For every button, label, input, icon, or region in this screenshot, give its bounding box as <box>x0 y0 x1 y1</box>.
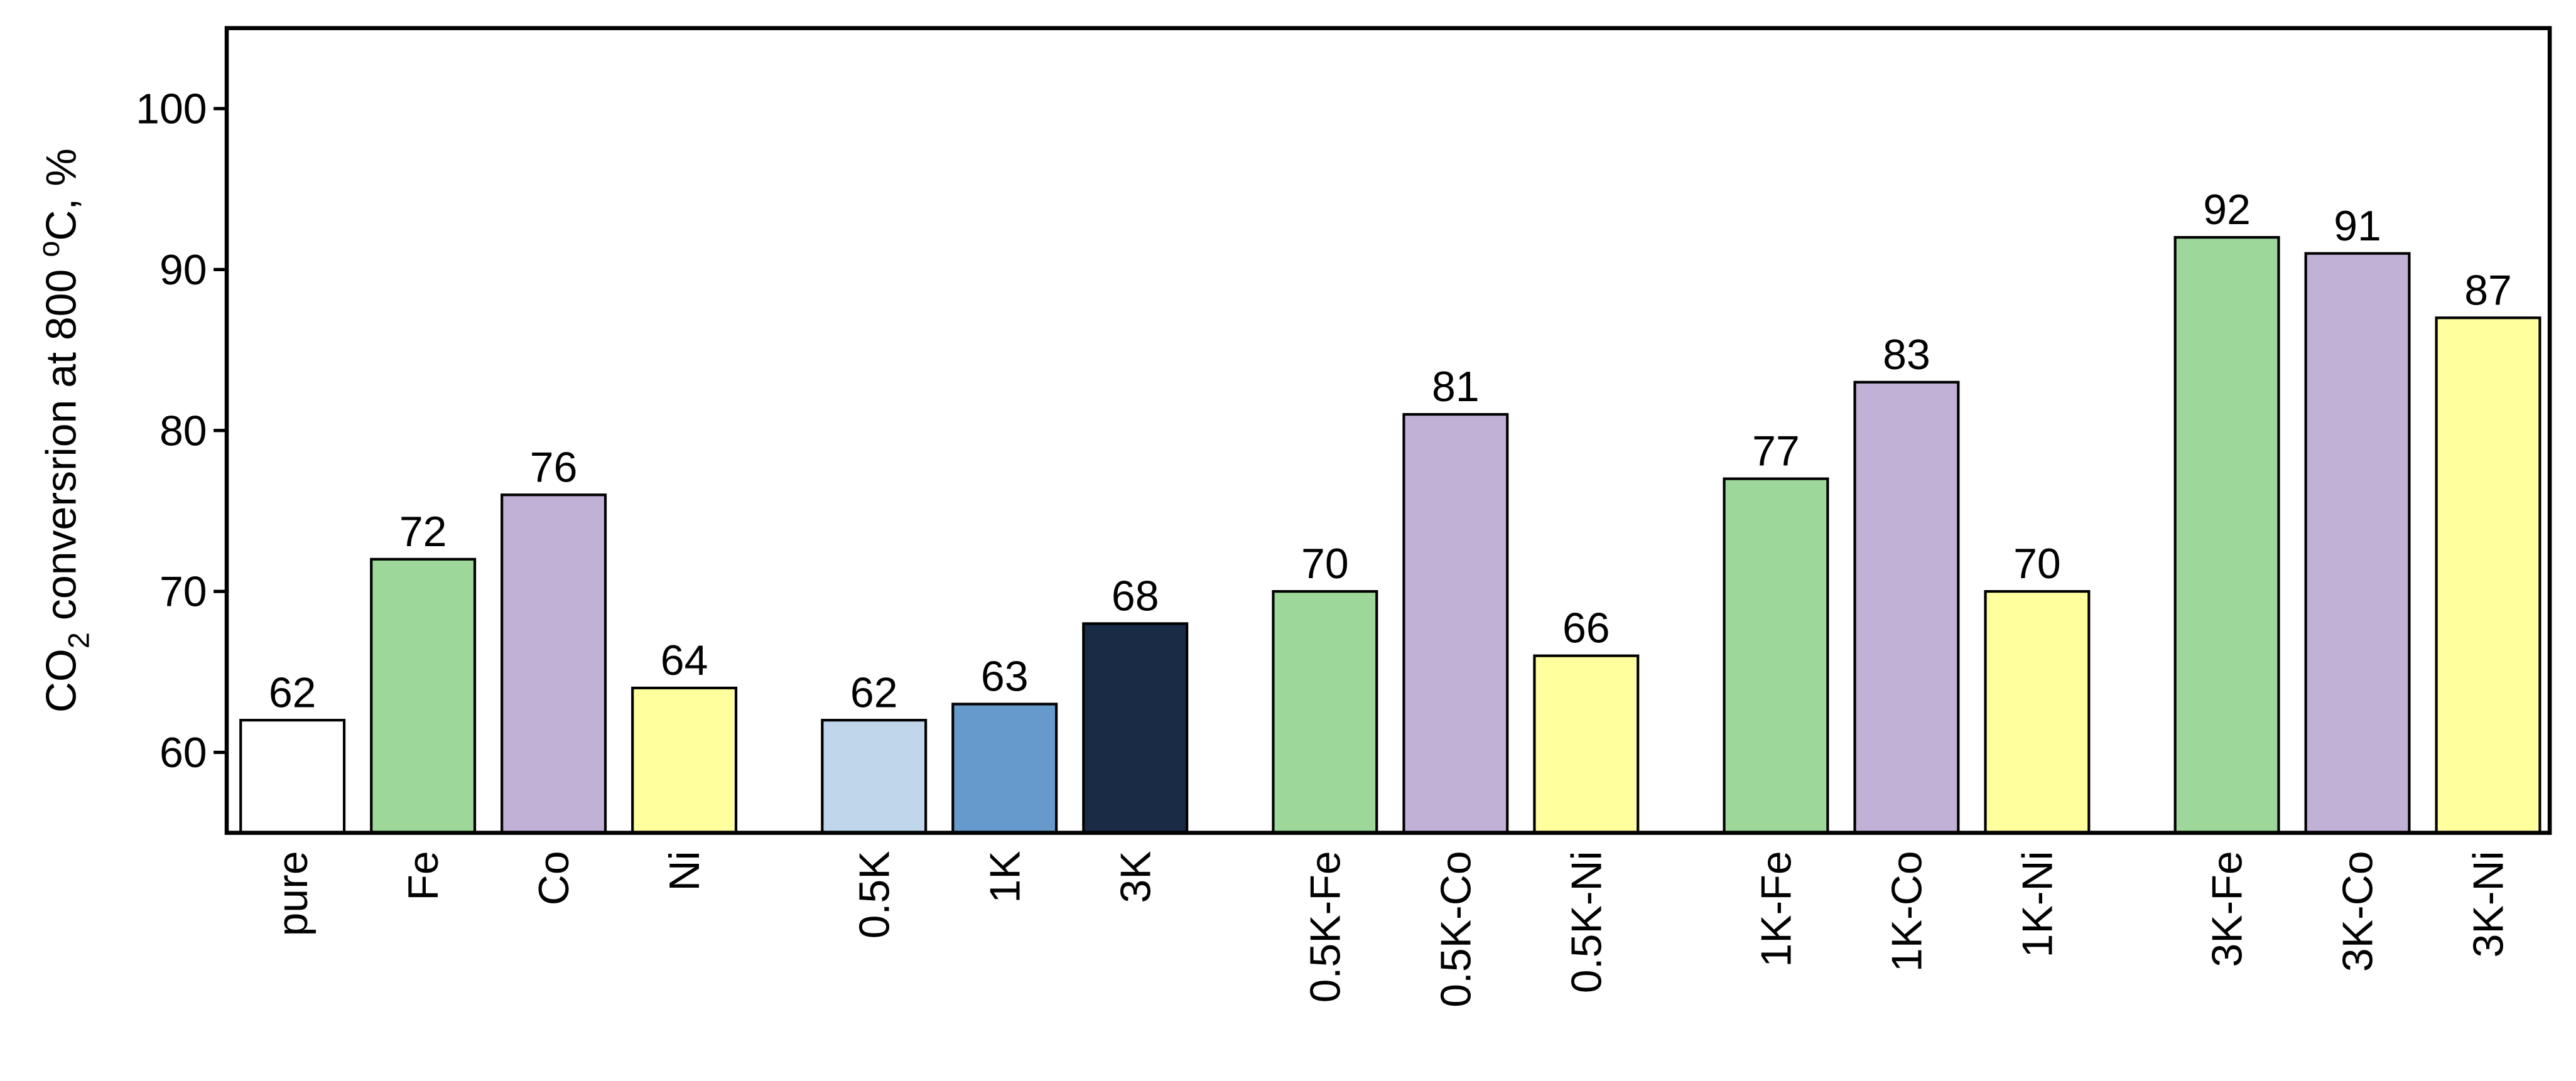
x-tick-label: 3K <box>1112 851 1159 903</box>
bar <box>1402 412 1509 834</box>
value-label: 83 <box>1883 331 1930 379</box>
value-label: 92 <box>2203 186 2251 234</box>
x-tick-label: pure <box>269 851 317 936</box>
x-tick-label: 0.5K-Co <box>1432 851 1480 1007</box>
x-tick-label: 3K-Ni <box>2465 851 2513 957</box>
bar <box>1533 654 1640 834</box>
y-label-part: 2 <box>62 632 95 648</box>
bar <box>821 719 928 834</box>
bar <box>1723 477 1829 834</box>
value-label: 77 <box>1752 428 1800 475</box>
value-label: 64 <box>661 637 708 684</box>
y-axis-label: CO2 conversrion at 800 oC, % <box>32 148 95 713</box>
value-label: 66 <box>1562 605 1610 652</box>
bar <box>2304 252 2411 834</box>
x-tick-label: Fe <box>399 851 447 900</box>
x-tick-label: 3K-Fe <box>2204 851 2251 967</box>
value-label: 76 <box>530 443 578 491</box>
y-tick-label: 100 <box>136 85 207 133</box>
x-tick-label: 1K-Ni <box>2013 851 2061 957</box>
x-tick-label: 3K-Co <box>2334 851 2382 972</box>
bar <box>951 702 1058 834</box>
x-tick-label: 1K <box>981 851 1029 903</box>
plot-frame <box>224 26 2552 835</box>
y-tick-label: 60 <box>160 729 207 777</box>
y-label-part: CO <box>37 648 85 713</box>
value-label: 63 <box>981 653 1029 701</box>
x-tick-label: 0.5K <box>850 851 898 938</box>
y-tick-label: 90 <box>160 246 207 294</box>
bar <box>1272 590 1378 834</box>
bar <box>2173 235 2280 834</box>
bar <box>631 686 738 834</box>
value-label: 68 <box>1112 572 1159 620</box>
x-tick-label: 0.5K-Ni <box>1562 851 1610 993</box>
y-tick-label: 80 <box>160 407 207 454</box>
bar <box>2435 316 2541 834</box>
y-label-part: C, % <box>37 148 85 240</box>
x-tick-label: 1K-Co <box>1883 851 1930 972</box>
value-label: 62 <box>269 669 317 716</box>
bar <box>1082 622 1189 834</box>
x-tick-label: Co <box>530 851 578 905</box>
y-tick-label: 70 <box>160 568 207 616</box>
value-label: 91 <box>2334 202 2381 250</box>
bar <box>239 719 346 834</box>
x-tick-label: 0.5K-Fe <box>1301 851 1349 1003</box>
value-label: 70 <box>2013 540 2061 588</box>
bar <box>370 557 477 834</box>
bar <box>1853 380 1960 834</box>
bar <box>1984 590 2091 834</box>
value-label: 87 <box>2464 266 2512 314</box>
y-label-part: o <box>32 241 65 257</box>
x-tick-label: Ni <box>661 851 708 891</box>
x-tick-label: 1K-Fe <box>1753 851 1800 967</box>
bar <box>501 493 607 834</box>
value-label: 70 <box>1301 540 1349 588</box>
y-label-part: conversrion at 800 <box>37 257 85 632</box>
value-label: 62 <box>850 669 898 716</box>
value-label: 81 <box>1432 363 1480 411</box>
value-label: 72 <box>399 508 447 556</box>
